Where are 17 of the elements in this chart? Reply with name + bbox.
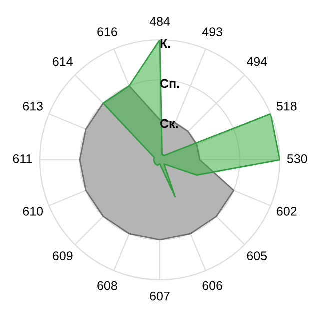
y-tick-label: К.: [160, 39, 170, 48]
spoke-label: 605: [247, 252, 268, 260]
spoke-label: 609: [53, 252, 73, 260]
spoke-label: 530: [287, 154, 308, 164]
spoke-label: 493: [202, 28, 222, 36]
spoke-label: 494: [246, 57, 268, 66]
spoke-label: 613: [23, 102, 43, 111]
spoke-label: 610: [23, 207, 44, 216]
spoke-label: 607: [150, 292, 170, 301]
spoke-label: 518: [276, 102, 297, 111]
spoke-label: 614: [53, 57, 73, 66]
spoke-label: 484: [150, 17, 170, 26]
spoke-label: 606: [202, 281, 222, 290]
spoke-label: 611: [13, 154, 32, 164]
spoke-label: 608: [98, 281, 118, 290]
spoke-label: 602: [277, 207, 297, 216]
spoke-label: 616: [98, 28, 118, 36]
